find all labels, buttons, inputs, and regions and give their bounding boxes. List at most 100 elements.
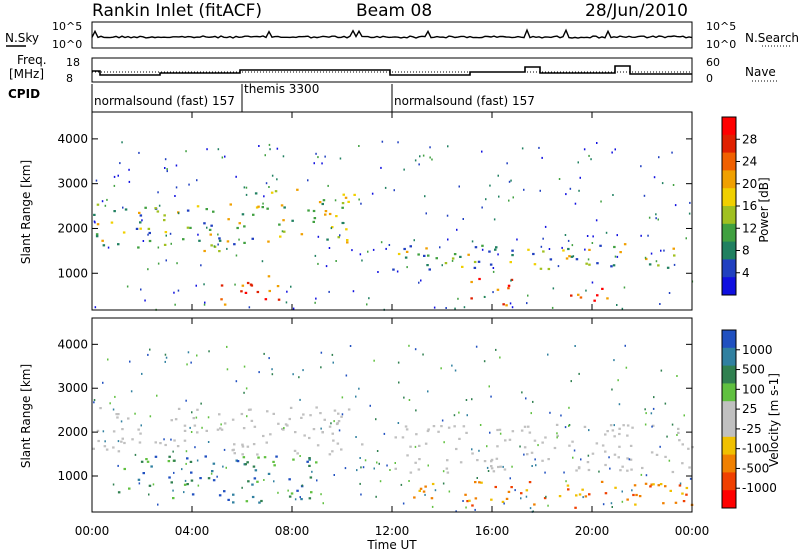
data-cell bbox=[643, 194, 646, 197]
data-cell bbox=[611, 388, 613, 391]
colorbar-swatch bbox=[722, 436, 736, 456]
data-cell bbox=[509, 477, 511, 480]
data-cell bbox=[307, 179, 309, 182]
data-cell bbox=[327, 184, 329, 187]
data-cell bbox=[310, 491, 313, 494]
data-cell bbox=[671, 151, 673, 154]
data-cell bbox=[140, 460, 144, 463]
data-cell bbox=[626, 457, 629, 460]
data-cell bbox=[331, 450, 334, 453]
data-cell bbox=[96, 429, 100, 432]
data-cell bbox=[347, 200, 350, 203]
data-cell bbox=[424, 493, 426, 496]
data-cell bbox=[203, 222, 206, 225]
data-cell bbox=[308, 458, 311, 461]
data-cell bbox=[99, 407, 102, 410]
data-cell bbox=[638, 495, 642, 498]
data-cell bbox=[660, 249, 662, 252]
data-cell bbox=[478, 481, 481, 484]
data-cell bbox=[503, 502, 505, 505]
data-cell bbox=[148, 231, 151, 235]
data-cell bbox=[606, 297, 609, 300]
data-cell bbox=[575, 258, 579, 261]
data-cell bbox=[568, 424, 571, 426]
data-cell bbox=[417, 253, 420, 256]
data-cell bbox=[553, 446, 557, 450]
data-cell bbox=[331, 226, 334, 229]
data-cell bbox=[681, 492, 684, 495]
data-cell bbox=[498, 428, 502, 431]
data-cell bbox=[629, 444, 633, 447]
data-cell bbox=[478, 449, 480, 452]
colorbar-swatch bbox=[722, 347, 736, 367]
data-cell bbox=[316, 479, 318, 482]
data-cell bbox=[321, 202, 324, 206]
data-cell bbox=[375, 495, 377, 498]
data-cell bbox=[148, 239, 152, 243]
data-cell bbox=[577, 466, 581, 469]
data-cell bbox=[225, 466, 227, 469]
data-cell bbox=[243, 225, 246, 228]
data-cell bbox=[453, 425, 456, 428]
data-cell bbox=[557, 265, 560, 268]
data-cell bbox=[629, 458, 633, 461]
data-cell bbox=[380, 166, 382, 169]
data-cell bbox=[242, 427, 246, 430]
data-cell bbox=[585, 262, 588, 265]
data-cell bbox=[204, 455, 207, 458]
data-cell bbox=[173, 291, 175, 294]
data-cell bbox=[634, 503, 637, 506]
data-cell bbox=[415, 433, 418, 436]
data-cell bbox=[644, 408, 646, 411]
data-cell bbox=[296, 188, 299, 191]
data-cell bbox=[95, 235, 99, 238]
data-cell bbox=[244, 291, 248, 294]
data-cell bbox=[164, 158, 167, 161]
data-cell bbox=[418, 444, 421, 447]
data-cell bbox=[456, 228, 458, 231]
data-cell bbox=[471, 398, 473, 401]
data-cell bbox=[276, 178, 278, 181]
data-cell bbox=[564, 426, 567, 429]
data-cell bbox=[650, 483, 653, 486]
data-cell bbox=[397, 141, 399, 144]
nsearch-label: N.Search bbox=[745, 31, 799, 45]
data-cell bbox=[402, 502, 405, 505]
data-cell bbox=[514, 489, 516, 492]
data-cell bbox=[328, 290, 330, 293]
data-cell bbox=[527, 425, 530, 428]
colorbar-swatch bbox=[722, 401, 736, 420]
data-cell bbox=[414, 445, 417, 448]
data-cell bbox=[218, 250, 221, 253]
data-cell bbox=[169, 232, 172, 235]
data-cell bbox=[582, 496, 584, 499]
data-cell bbox=[313, 217, 317, 220]
data-cell bbox=[206, 226, 208, 229]
data-cell bbox=[591, 452, 595, 455]
data-cell bbox=[451, 364, 453, 367]
data-cell bbox=[266, 207, 269, 210]
data-cell bbox=[474, 508, 476, 511]
data-cell bbox=[347, 408, 351, 411]
data-cell bbox=[442, 482, 445, 485]
data-cell bbox=[393, 189, 395, 192]
data-cell bbox=[401, 436, 405, 439]
data-cell bbox=[666, 266, 670, 269]
freq-tick-bottom: 8 bbox=[66, 72, 73, 85]
data-cell bbox=[194, 446, 196, 449]
data-cell bbox=[490, 498, 493, 501]
data-cell bbox=[183, 439, 187, 442]
data-cell bbox=[672, 184, 675, 186]
data-cell bbox=[505, 304, 508, 307]
data-cell bbox=[495, 457, 499, 460]
data-cell bbox=[588, 154, 590, 157]
data-cell bbox=[258, 145, 260, 147]
data-cell bbox=[537, 444, 539, 447]
data-cell bbox=[685, 493, 688, 496]
data-cell bbox=[679, 482, 682, 485]
data-cell bbox=[405, 428, 409, 431]
data-cell bbox=[555, 423, 559, 426]
data-cell bbox=[468, 499, 471, 502]
data-cell bbox=[577, 161, 579, 164]
data-cell bbox=[243, 365, 246, 368]
